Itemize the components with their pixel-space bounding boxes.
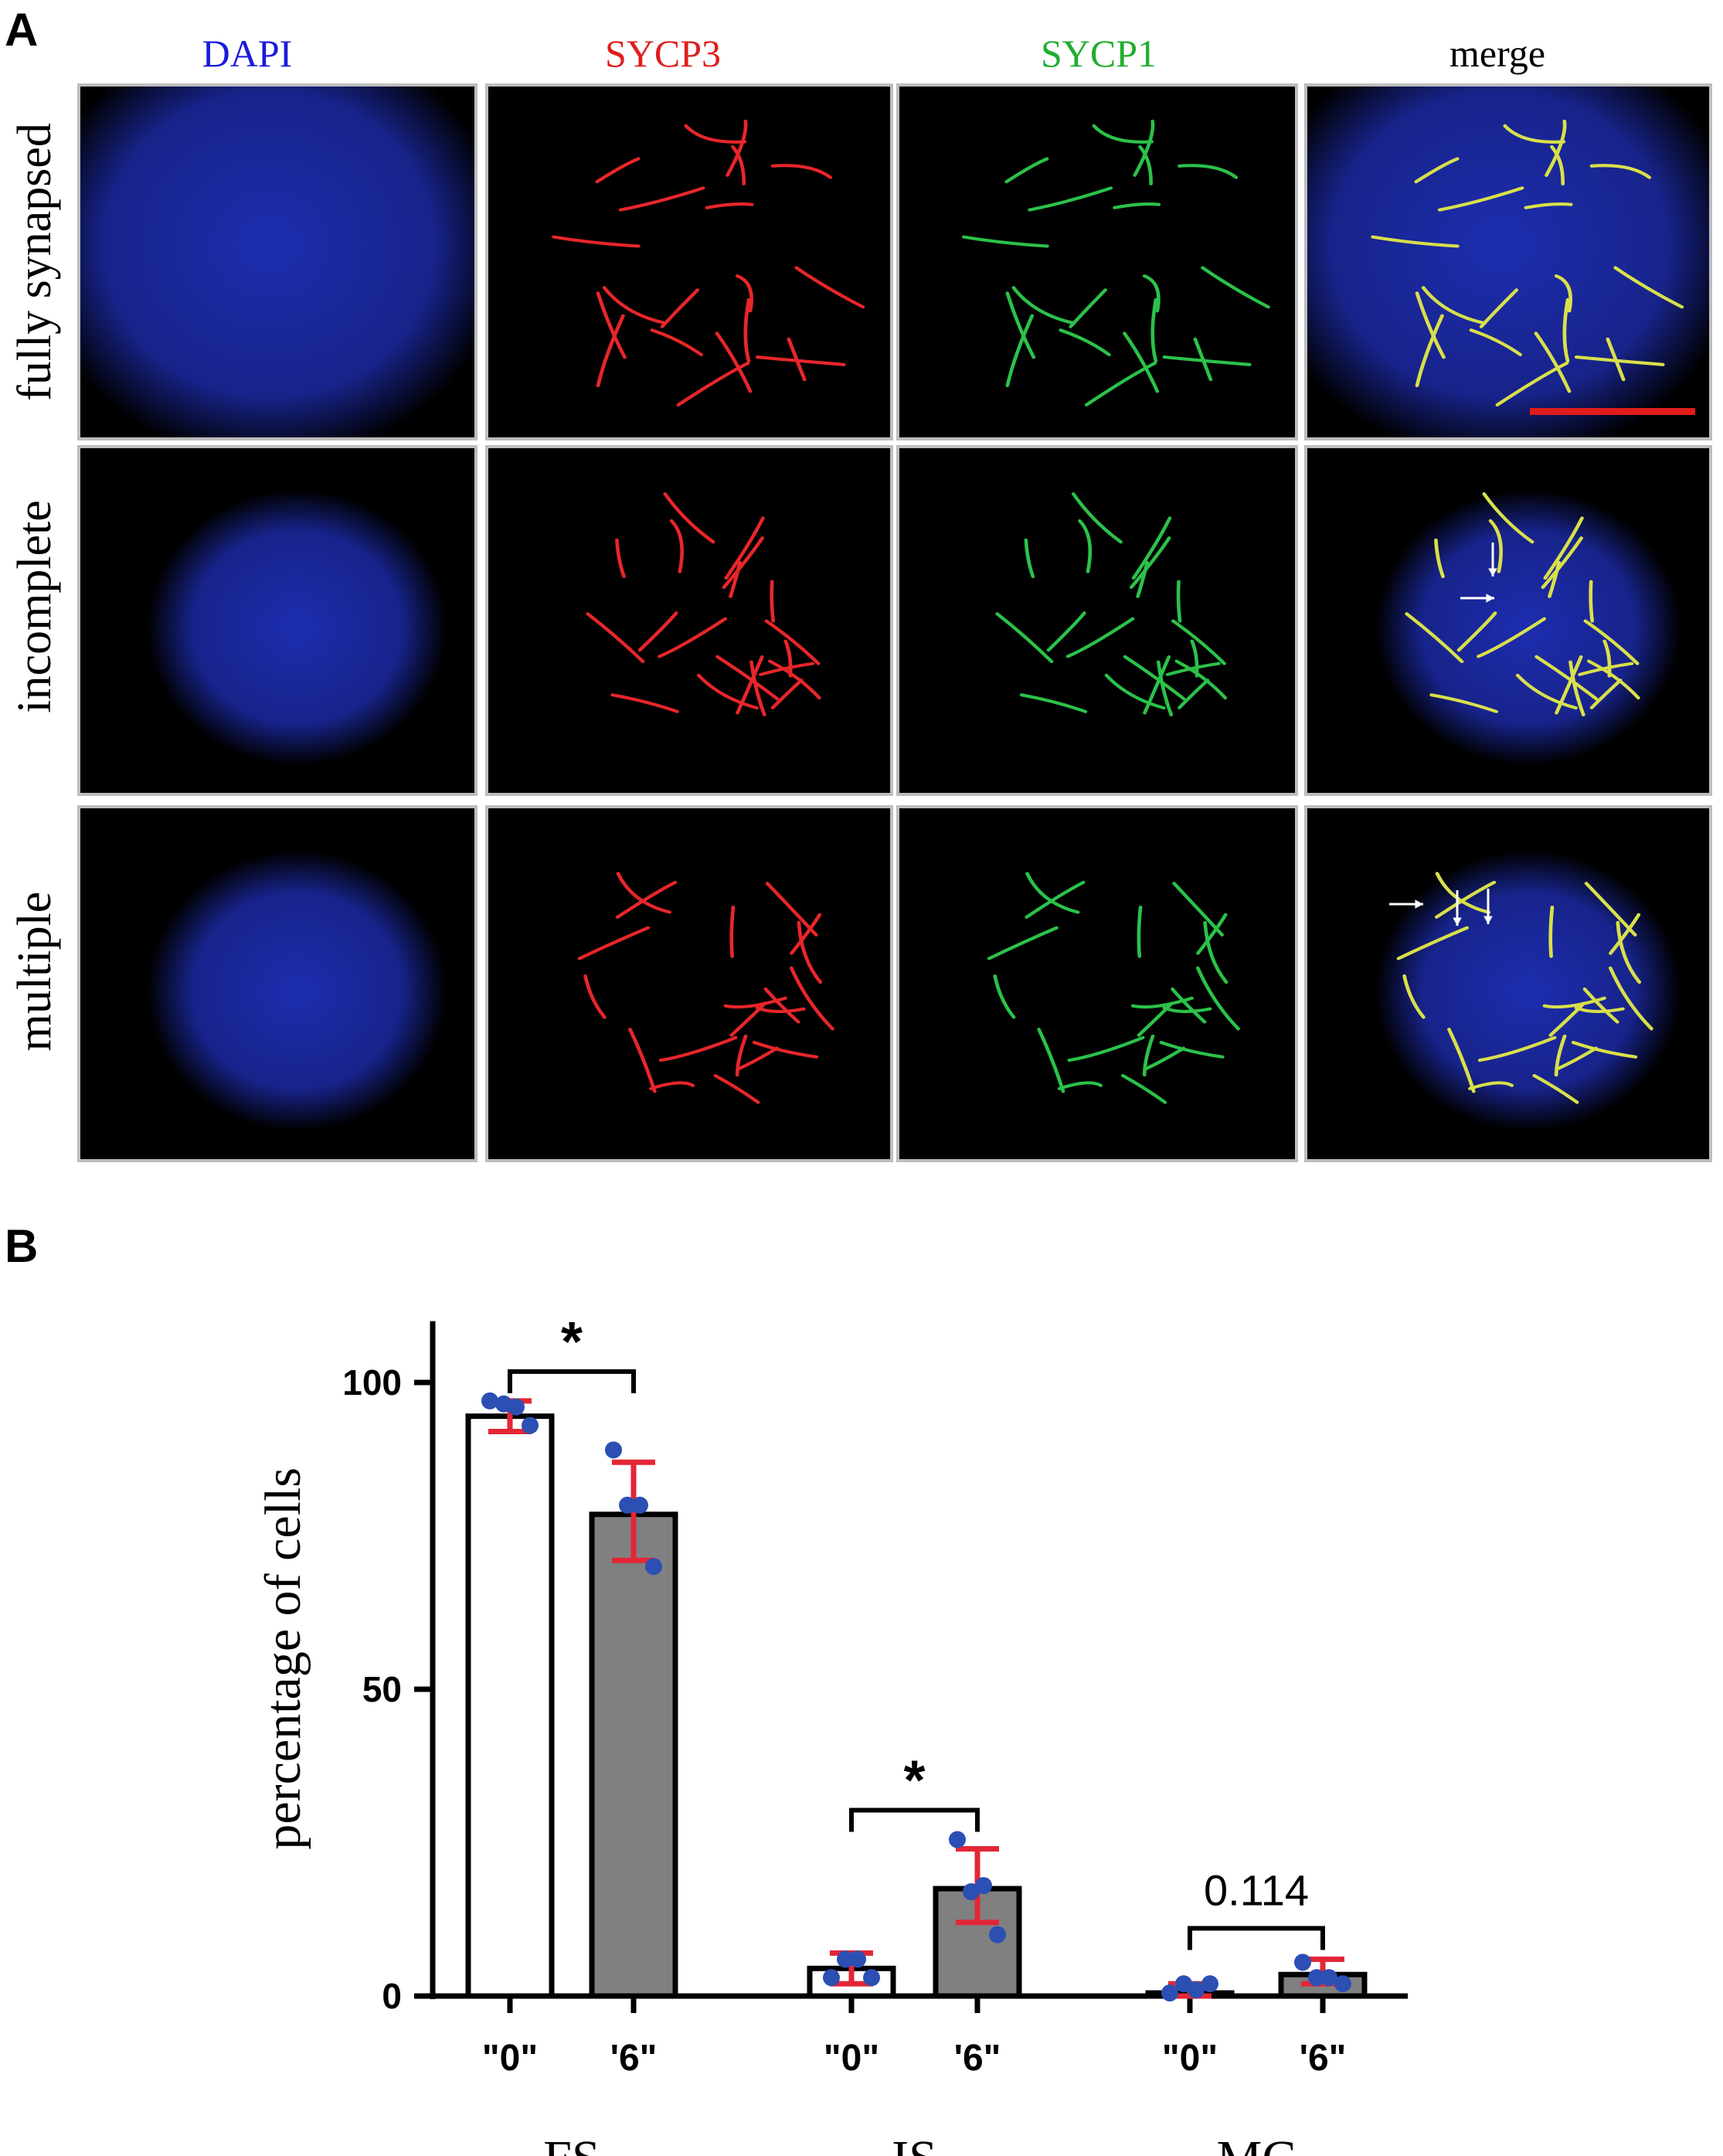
- x-tick-label: "0": [482, 2038, 538, 2079]
- group-label: IS: [892, 2130, 937, 2156]
- micrograph-fully-synapsed-sycp3: [485, 83, 893, 440]
- micrograph-fully-synapsed-sycp1: [896, 83, 1298, 440]
- data-point: [849, 1950, 866, 1968]
- data-point: [1294, 1954, 1311, 1971]
- panel-b-letter: B: [5, 1220, 39, 1272]
- significance-bracket: [1188, 1926, 1325, 1950]
- significance-bracket: [508, 1369, 636, 1393]
- row-label-incomplete: incomplete: [8, 500, 61, 713]
- row-label-multiple: multiple: [8, 891, 61, 1052]
- significance-label: *: [903, 1750, 925, 1812]
- y-axis-label: percentage of cells: [255, 1467, 311, 1850]
- column-header-dapi: DAPI: [202, 32, 293, 75]
- micrograph-incomplete-merge: [1304, 445, 1712, 796]
- micrograph-fully-synapsed-merge: [1304, 83, 1712, 440]
- significance-label: *: [561, 1311, 583, 1373]
- data-point: [481, 1392, 498, 1410]
- bar: [589, 1512, 678, 1999]
- micrograph-multiple-merge: [1304, 805, 1712, 1162]
- micrograph-multiple-sycp3: [485, 805, 893, 1162]
- y-tick-label: 50: [362, 1669, 402, 1709]
- x-tick-label: '6": [1300, 2038, 1347, 2079]
- data-point: [1320, 1969, 1337, 1987]
- micrograph-incomplete-sycp1: [896, 445, 1298, 796]
- bar: [465, 1413, 555, 1999]
- x-tick-label: '6": [610, 2038, 658, 2079]
- data-point: [631, 1496, 648, 1514]
- data-point: [619, 1496, 636, 1514]
- data-point: [963, 1883, 980, 1901]
- data-point: [522, 1416, 539, 1434]
- group-label: FS: [543, 2130, 600, 2156]
- data-point: [949, 1831, 966, 1848]
- column-header-merge: merge: [1449, 32, 1546, 75]
- x-tick-label: '6": [954, 2038, 1001, 2079]
- y-tick-label: 0: [382, 1976, 402, 2016]
- data-point: [1308, 1969, 1325, 1987]
- micrograph-incomplete-sycp3: [485, 445, 893, 796]
- data-point: [495, 1395, 512, 1413]
- micrograph-multiple-sycp1: [896, 805, 1298, 1162]
- x-tick-label: "0": [824, 2038, 879, 2079]
- panel-a-letter: A: [5, 4, 39, 56]
- data-point: [1334, 1975, 1351, 1993]
- micrograph-fully-synapsed-dapi: [77, 83, 477, 440]
- micrograph-multiple-dapi: [77, 805, 477, 1162]
- data-point: [837, 1950, 854, 1968]
- data-point: [605, 1441, 622, 1459]
- data-point: [863, 1969, 880, 1987]
- column-header-sycp3: SYCP3: [604, 32, 722, 75]
- data-point: [1161, 1984, 1178, 2002]
- data-point: [989, 1926, 1006, 1943]
- data-point: [823, 1969, 840, 1987]
- row-label-fully-synapsed: fully synapsed: [8, 123, 61, 401]
- significance-bracket: [849, 1807, 980, 1832]
- column-header-sycp1: SYCP1: [1040, 32, 1157, 75]
- data-point: [1201, 1975, 1218, 1993]
- y-tick-label: 100: [342, 1362, 402, 1403]
- micrograph-incomplete-dapi: [77, 445, 477, 796]
- bar-chart: 0 50 100 percentage of cells "0" '6" FS * "0" '6"…: [255, 1311, 1408, 2156]
- data-point: [1175, 1975, 1192, 1993]
- x-tick-label: "0": [1162, 2038, 1218, 2079]
- data-point: [645, 1558, 662, 1576]
- group-label: MC: [1217, 2130, 1296, 2156]
- significance-label: 0.114: [1204, 1865, 1309, 1914]
- scale-bar: [1530, 408, 1695, 415]
